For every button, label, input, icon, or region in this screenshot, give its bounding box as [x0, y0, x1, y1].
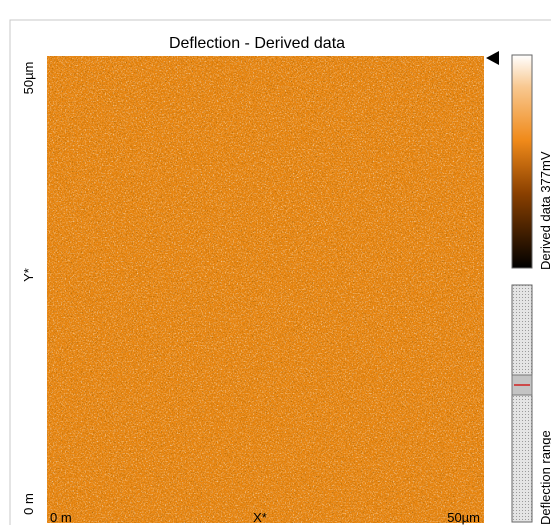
x-label-right: 50µm	[447, 510, 480, 525]
y-label-bottom: 0 m	[21, 493, 36, 515]
range-bar[interactable]	[511, 284, 533, 523]
y-label-top: 50µm	[21, 62, 36, 95]
range-label: Deflection range	[538, 430, 551, 525]
colorbar-label: Derived data 377mV	[538, 151, 551, 270]
marker-triangle[interactable]	[486, 51, 499, 65]
image-texture	[47, 56, 484, 523]
y-label-mid: Y*	[21, 268, 36, 282]
image-title: Deflection - Derived data	[169, 35, 345, 52]
x-label-mid: X*	[253, 510, 267, 525]
colorbar	[511, 54, 533, 269]
x-label-left: 0 m	[50, 510, 72, 525]
